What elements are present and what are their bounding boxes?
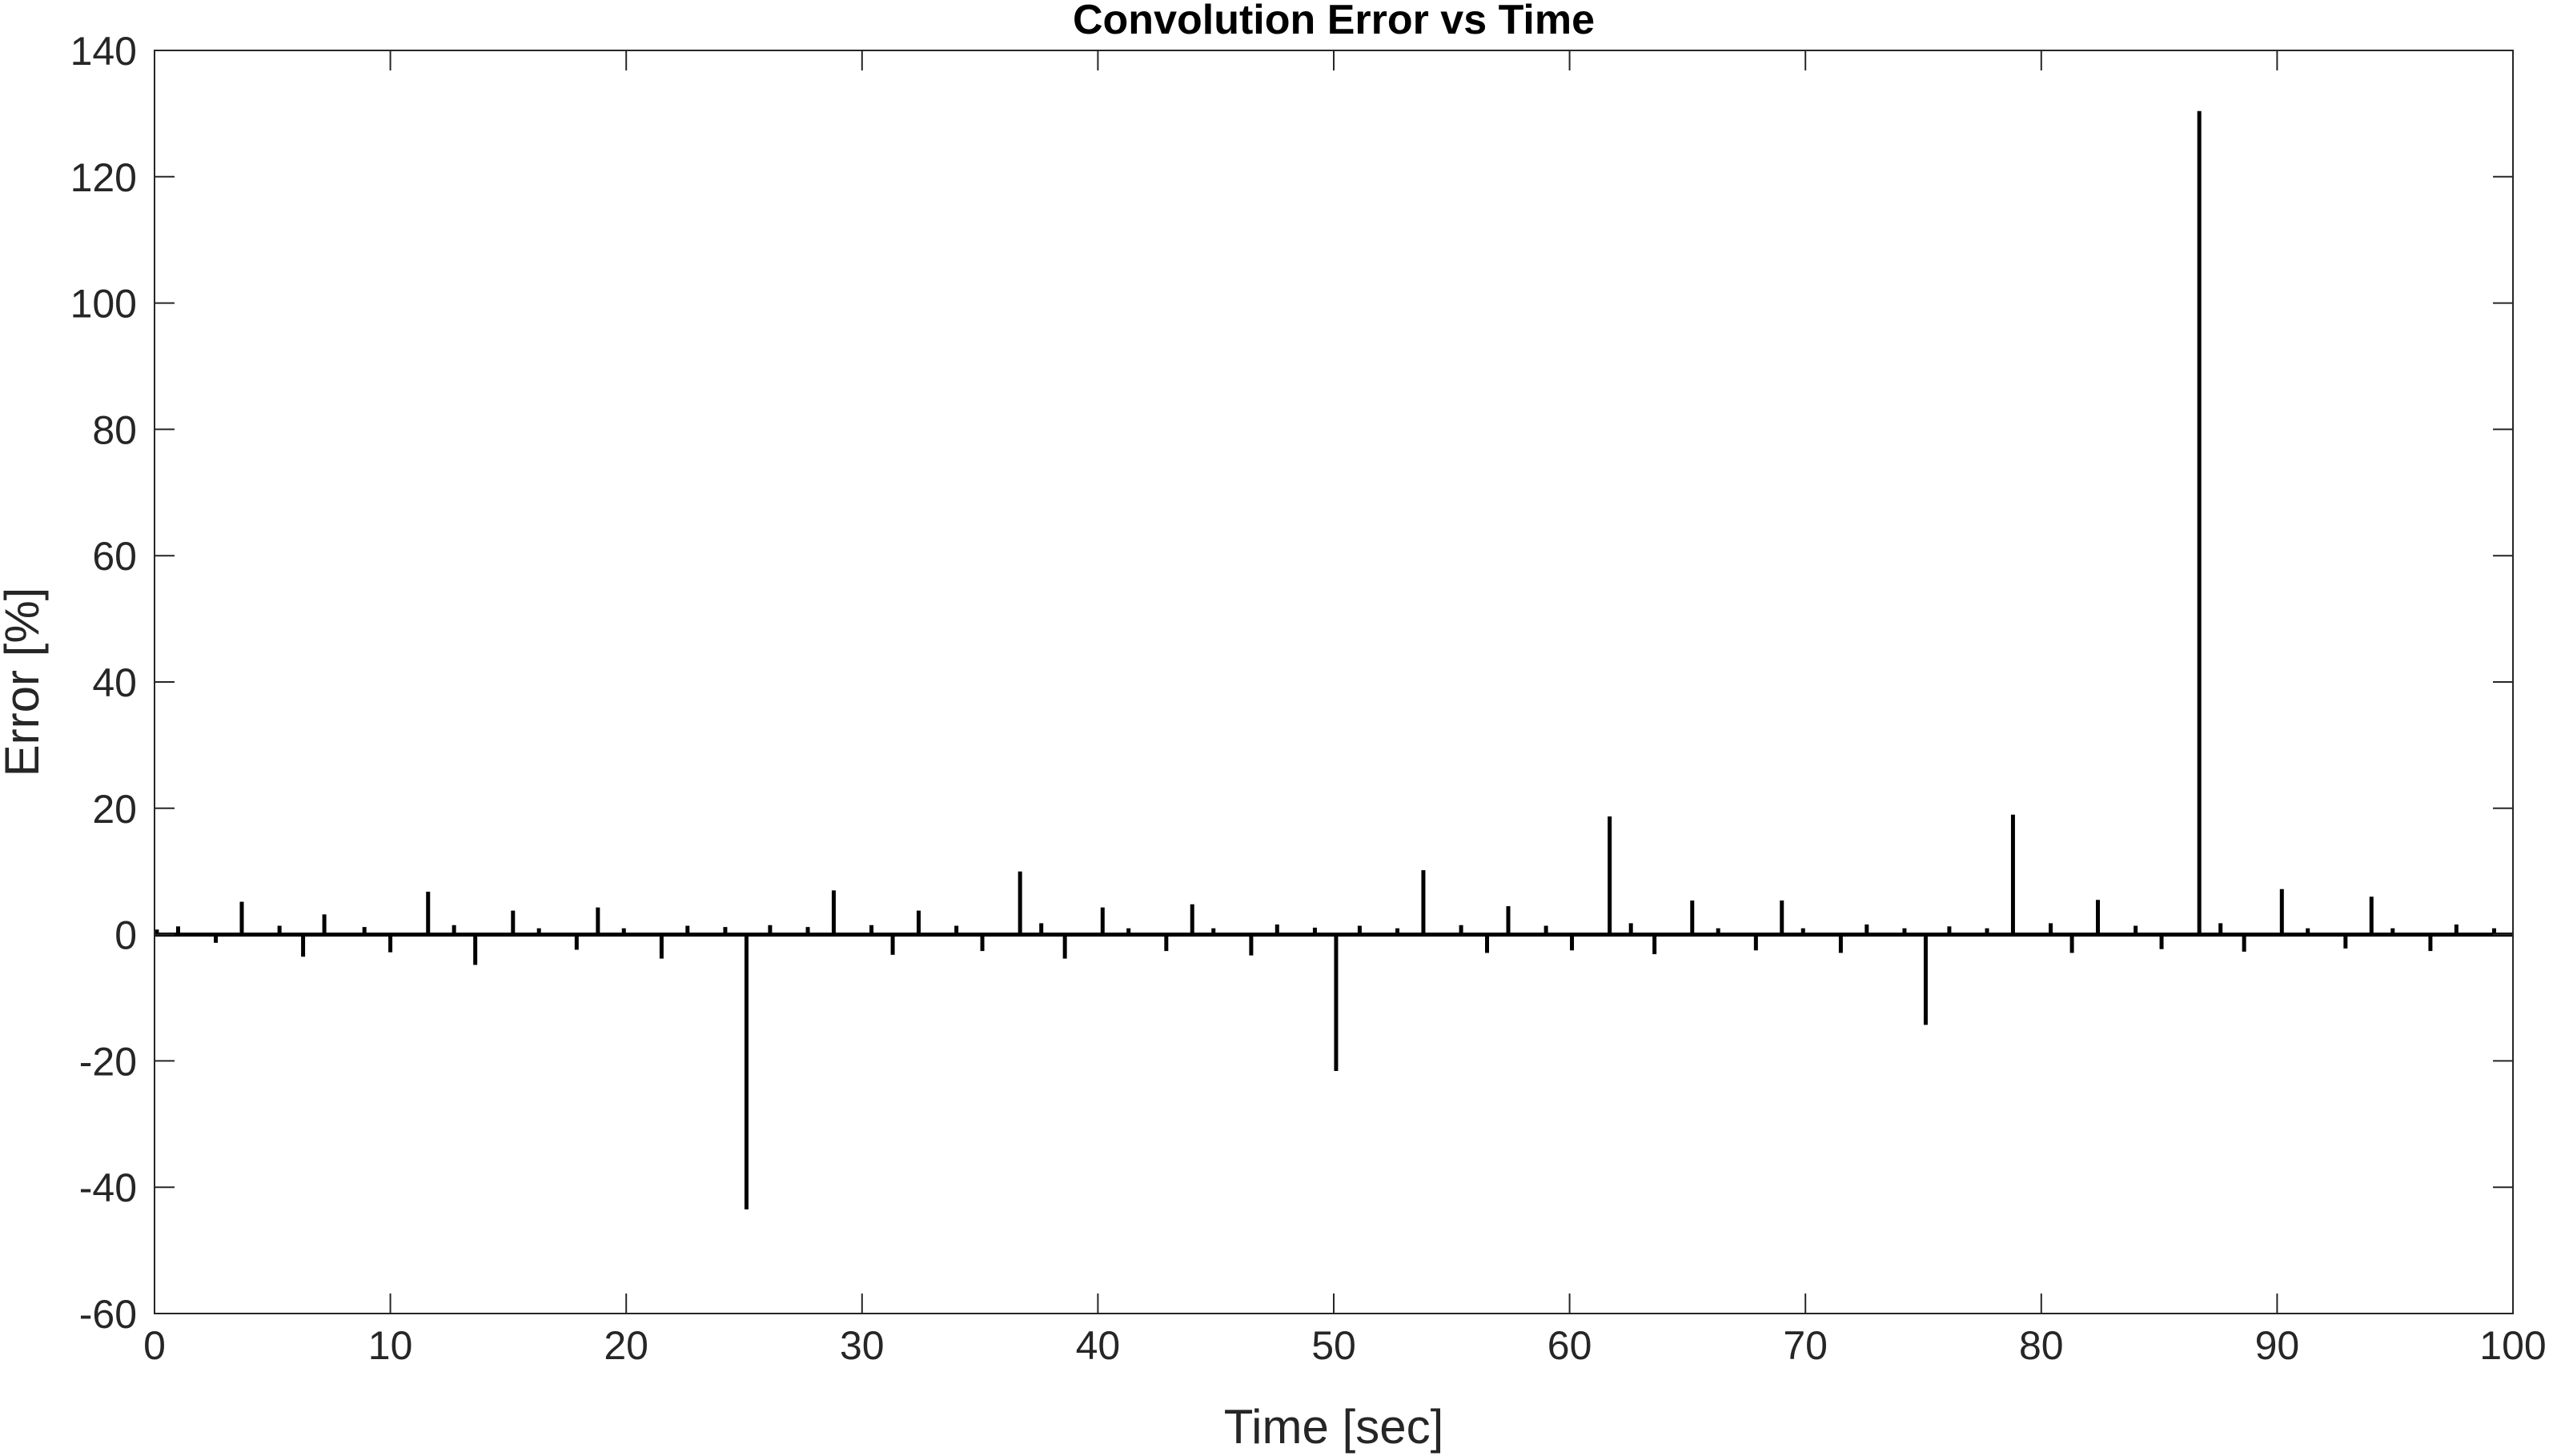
x-axis-label: Time [sec]: [1224, 1400, 1443, 1454]
y-tick-label: -60: [79, 1292, 137, 1337]
y-tick-labels: -60 -40 -20 0 20 40 60 80 100 120 140: [70, 29, 137, 1337]
y-tick-label: 60: [92, 534, 137, 579]
x-tick-label: 80: [2019, 1323, 2064, 1368]
axis-ticks: [154, 50, 2514, 1314]
data-stems: [155, 110, 2496, 1209]
y-tick-label: 20: [92, 787, 137, 832]
y-tick-label: 80: [92, 407, 137, 452]
y-tick-label: 0: [114, 913, 137, 958]
chart-title: Convolution Error vs Time: [1073, 0, 1595, 43]
x-tick-label: 90: [2255, 1323, 2300, 1368]
x-tick-label: 20: [604, 1323, 648, 1368]
x-tick-label: 40: [1076, 1323, 1121, 1368]
x-tick-labels: 0 10 20 30 40 50 60 70 80 90 100: [143, 1323, 2547, 1368]
x-tick-label: 60: [1547, 1323, 1592, 1368]
plot-area: [155, 50, 2513, 1314]
x-tick-label: 0: [143, 1323, 166, 1368]
x-tick-label: 10: [368, 1323, 413, 1368]
y-tick-label: -20: [79, 1039, 137, 1084]
y-tick-label: 100: [70, 282, 137, 327]
x-tick-label: 50: [1311, 1323, 1356, 1368]
y-tick-label: 140: [70, 29, 137, 74]
y-tick-label: 120: [70, 155, 137, 200]
x-tick-label: 30: [840, 1323, 885, 1368]
x-tick-label: 70: [1783, 1323, 1828, 1368]
x-tick-label: 100: [2479, 1323, 2546, 1368]
y-tick-label: 40: [92, 660, 137, 705]
y-axis-label: Error [%]: [0, 588, 49, 777]
y-tick-label: -40: [79, 1165, 137, 1210]
